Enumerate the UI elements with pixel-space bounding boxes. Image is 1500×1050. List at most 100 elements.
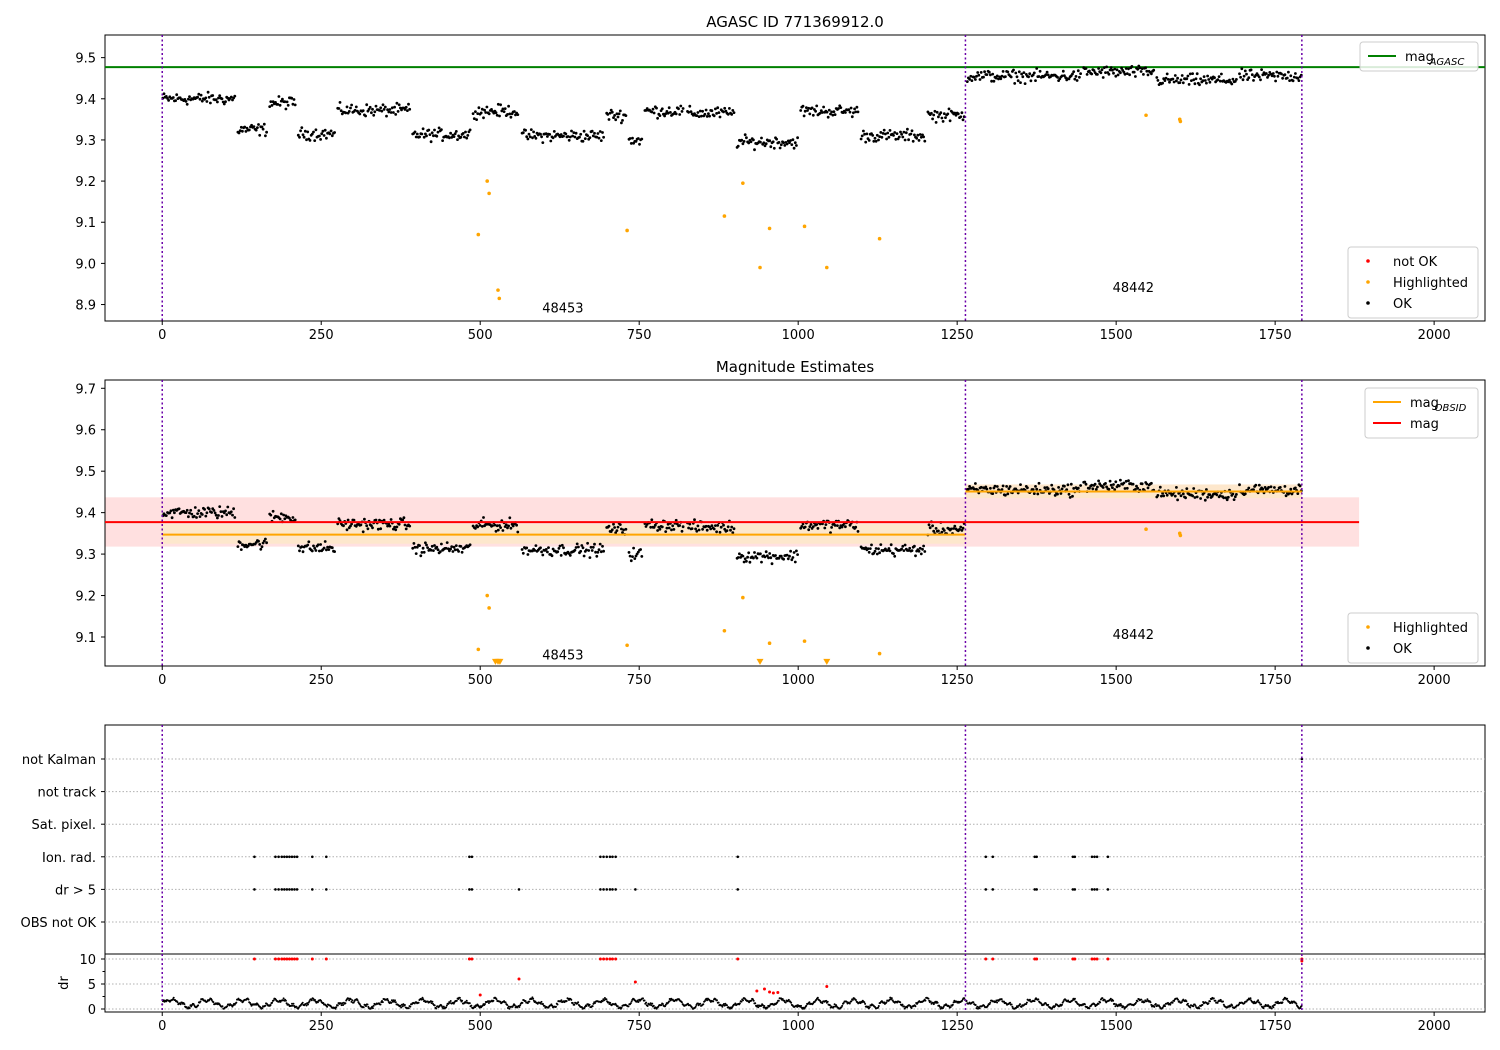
ok-point xyxy=(863,132,866,136)
ok-point xyxy=(574,546,578,549)
off-scale-marker xyxy=(496,658,504,665)
dr-point xyxy=(974,1004,977,1006)
flag-point xyxy=(470,888,474,891)
ok-point xyxy=(931,117,934,121)
dr-point xyxy=(1180,1001,1183,1004)
legend-label: Highlighted xyxy=(1393,276,1468,291)
flag-point xyxy=(984,855,988,859)
highlighted-point xyxy=(824,265,829,270)
ok-point xyxy=(564,132,568,136)
ok-point xyxy=(987,70,991,74)
ok-point xyxy=(1259,78,1262,82)
ok-point xyxy=(258,543,262,546)
dr-point xyxy=(751,998,754,1001)
ok-point xyxy=(1163,79,1167,82)
dr-point xyxy=(372,1004,375,1007)
ok-point xyxy=(1230,82,1234,86)
ok-point xyxy=(451,550,455,553)
ok-point xyxy=(244,130,248,133)
ok-point xyxy=(785,553,789,557)
ok-point xyxy=(307,540,311,544)
x-tick-label: 1000 xyxy=(782,1019,815,1034)
dr-point xyxy=(756,1004,759,1007)
ok-point xyxy=(882,128,886,132)
ok-point xyxy=(1076,486,1080,490)
ok-point xyxy=(493,523,497,527)
dr-point xyxy=(587,1003,590,1006)
dr-point xyxy=(264,1004,267,1007)
ok-point xyxy=(237,131,241,135)
ok-point xyxy=(1043,486,1047,490)
ok-point xyxy=(596,132,600,135)
ok-point xyxy=(209,101,212,105)
ok-point xyxy=(873,549,877,553)
ok-point xyxy=(1065,488,1069,491)
ok-point xyxy=(224,509,227,513)
ok-point xyxy=(997,77,1000,81)
ok-point xyxy=(1067,77,1071,81)
dr-point xyxy=(532,997,535,1000)
dr-point xyxy=(1276,1000,1279,1003)
ok-point xyxy=(1032,71,1036,75)
dr-point xyxy=(199,1000,202,1003)
ok-point xyxy=(515,523,518,527)
ok-point xyxy=(874,139,878,143)
ok-point xyxy=(429,140,433,144)
ok-point xyxy=(534,136,538,140)
ok-point xyxy=(1029,79,1033,83)
ok-point xyxy=(629,142,633,145)
y-tick-label: 9.3 xyxy=(75,134,96,149)
dr-point xyxy=(1270,1007,1273,1010)
dr-point xyxy=(417,1001,420,1004)
ok-point xyxy=(533,549,537,552)
dr-red-point xyxy=(287,957,291,961)
highlighted-point xyxy=(487,191,491,196)
ok-point xyxy=(802,114,806,118)
ok-point xyxy=(934,121,938,124)
ok-point xyxy=(904,131,908,135)
panel1-title: AGASC ID 771369912.0 xyxy=(706,13,884,31)
ok-point xyxy=(979,71,983,74)
dr-point xyxy=(1267,1005,1270,1008)
dr-red-point xyxy=(280,957,284,961)
ok-point xyxy=(1104,71,1107,74)
ok-point xyxy=(243,125,247,129)
ok-point xyxy=(1104,482,1107,485)
ok-point xyxy=(501,107,505,111)
ok-point xyxy=(541,553,545,557)
ok-point xyxy=(199,93,203,97)
ok-point xyxy=(796,136,799,140)
dr-point xyxy=(629,1002,632,1005)
dr-point xyxy=(1073,997,1076,1000)
ok-point xyxy=(184,100,188,103)
ok-point xyxy=(296,133,300,137)
x-tick-label: 1000 xyxy=(782,673,815,688)
flag-point xyxy=(253,855,256,859)
dr-red-point xyxy=(1106,957,1110,961)
ok-point xyxy=(602,549,605,553)
dr-point xyxy=(627,1005,630,1008)
ok-point xyxy=(760,136,763,140)
ok-point xyxy=(219,510,223,513)
ok-point xyxy=(388,108,392,111)
dr-point xyxy=(1212,997,1215,1000)
ok-point xyxy=(875,133,879,137)
dr-point xyxy=(487,1002,490,1004)
ok-point xyxy=(238,541,242,544)
ok-point xyxy=(216,516,219,520)
ok-point xyxy=(310,549,314,553)
ok-point xyxy=(1101,486,1105,489)
ok-point xyxy=(1120,66,1123,70)
ok-point xyxy=(1097,67,1100,70)
ok-point xyxy=(579,549,583,553)
dr-point xyxy=(400,1006,403,1009)
ok-point xyxy=(373,110,377,114)
dr-red-point xyxy=(252,957,256,961)
legend-subscript: OBSID xyxy=(1435,403,1467,414)
ok-point xyxy=(578,135,581,139)
flag-point xyxy=(311,888,314,891)
ok-point xyxy=(365,103,369,107)
ok-point xyxy=(495,113,499,117)
ok-point xyxy=(1013,82,1017,85)
